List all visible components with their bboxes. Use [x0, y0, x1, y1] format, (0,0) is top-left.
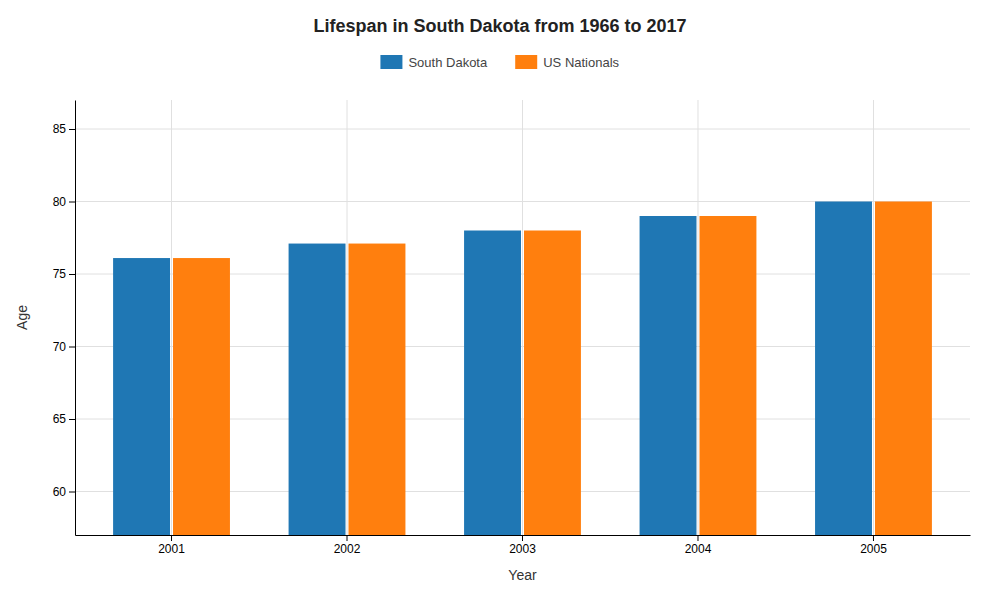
y-tick-mark — [69, 202, 75, 203]
x-tick: 2002 — [334, 535, 361, 556]
legend-swatch — [380, 55, 402, 69]
x-tick-mark — [522, 535, 523, 541]
legend-swatch — [515, 55, 537, 69]
bar — [815, 202, 872, 536]
y-axis-line — [75, 101, 76, 536]
y-axis: 60 65 70 75 80 85 — [53, 101, 76, 536]
y-tick-label: 70 — [53, 340, 67, 354]
y-tick-mark — [69, 129, 75, 130]
legend-item: US Nationals — [515, 55, 619, 70]
y-tick-label: 65 — [53, 412, 67, 426]
bar — [349, 244, 406, 535]
x-grid-line — [522, 100, 523, 535]
y-tick: 80 — [53, 195, 75, 209]
x-tick-label: 2004 — [685, 542, 712, 556]
x-tick-mark — [171, 535, 172, 541]
x-axis: 2001 2002 2003 2004 2005 — [76, 535, 971, 556]
chart-container: 2001 2002 2003 2004 2005 60 65 70 75 80 85 Year Age L… — [0, 0, 1000, 600]
bar — [524, 231, 581, 536]
y-tick-label: 80 — [53, 195, 67, 209]
x-tick-label: 2003 — [509, 542, 536, 556]
y-tick: 75 — [53, 267, 75, 281]
bar — [289, 244, 346, 535]
y-tick: 70 — [53, 340, 75, 354]
bar — [699, 216, 756, 535]
bar — [464, 231, 521, 536]
chart-svg: 2001 2002 2003 2004 2005 60 65 70 75 80 85 Year Age L… — [0, 0, 1000, 600]
bars — [113, 202, 932, 536]
x-grid-line — [873, 100, 874, 535]
plot-area: 2001 2002 2003 2004 2005 60 65 70 75 80 85 — [53, 100, 971, 556]
x-tick-label: 2002 — [334, 542, 361, 556]
chart-title: Lifespan in South Dakota from 1966 to 20… — [313, 16, 686, 36]
bar-series — [173, 202, 932, 536]
y-tick-label: 60 — [53, 485, 67, 499]
x-grid-line — [347, 100, 348, 535]
y-axis-title: Age — [14, 305, 30, 330]
x-tick: 2004 — [685, 535, 712, 556]
y-tick-label: 85 — [53, 122, 67, 136]
x-grid-line — [171, 100, 172, 535]
y-tick: 65 — [53, 412, 75, 426]
grid — [75, 100, 970, 535]
x-tick-label: 2005 — [860, 542, 887, 556]
bar — [640, 216, 697, 535]
legend-item: South Dakota — [380, 55, 488, 70]
y-tick-mark — [69, 274, 75, 275]
x-tick-label: 2001 — [158, 542, 185, 556]
legend: South Dakota US Nationals — [380, 55, 619, 70]
y-tick-mark — [69, 347, 75, 348]
x-tick-mark — [873, 535, 874, 541]
bar-series — [113, 202, 872, 536]
y-tick-mark — [69, 419, 75, 420]
y-tick: 60 — [53, 485, 75, 499]
bar — [875, 202, 932, 536]
y-tick: 85 — [53, 122, 75, 136]
x-tick-mark — [697, 535, 698, 541]
y-tick-mark — [69, 492, 75, 493]
bar — [173, 258, 230, 535]
x-tick-mark — [347, 535, 348, 541]
legend-label: South Dakota — [408, 55, 488, 70]
y-tick-label: 75 — [53, 267, 67, 281]
x-tick: 2005 — [860, 535, 887, 556]
x-tick: 2003 — [509, 535, 536, 556]
x-grid-line — [697, 100, 698, 535]
legend-label: US Nationals — [543, 55, 619, 70]
x-tick: 2001 — [158, 535, 185, 556]
bar — [113, 258, 170, 535]
x-axis-title: Year — [508, 567, 537, 583]
